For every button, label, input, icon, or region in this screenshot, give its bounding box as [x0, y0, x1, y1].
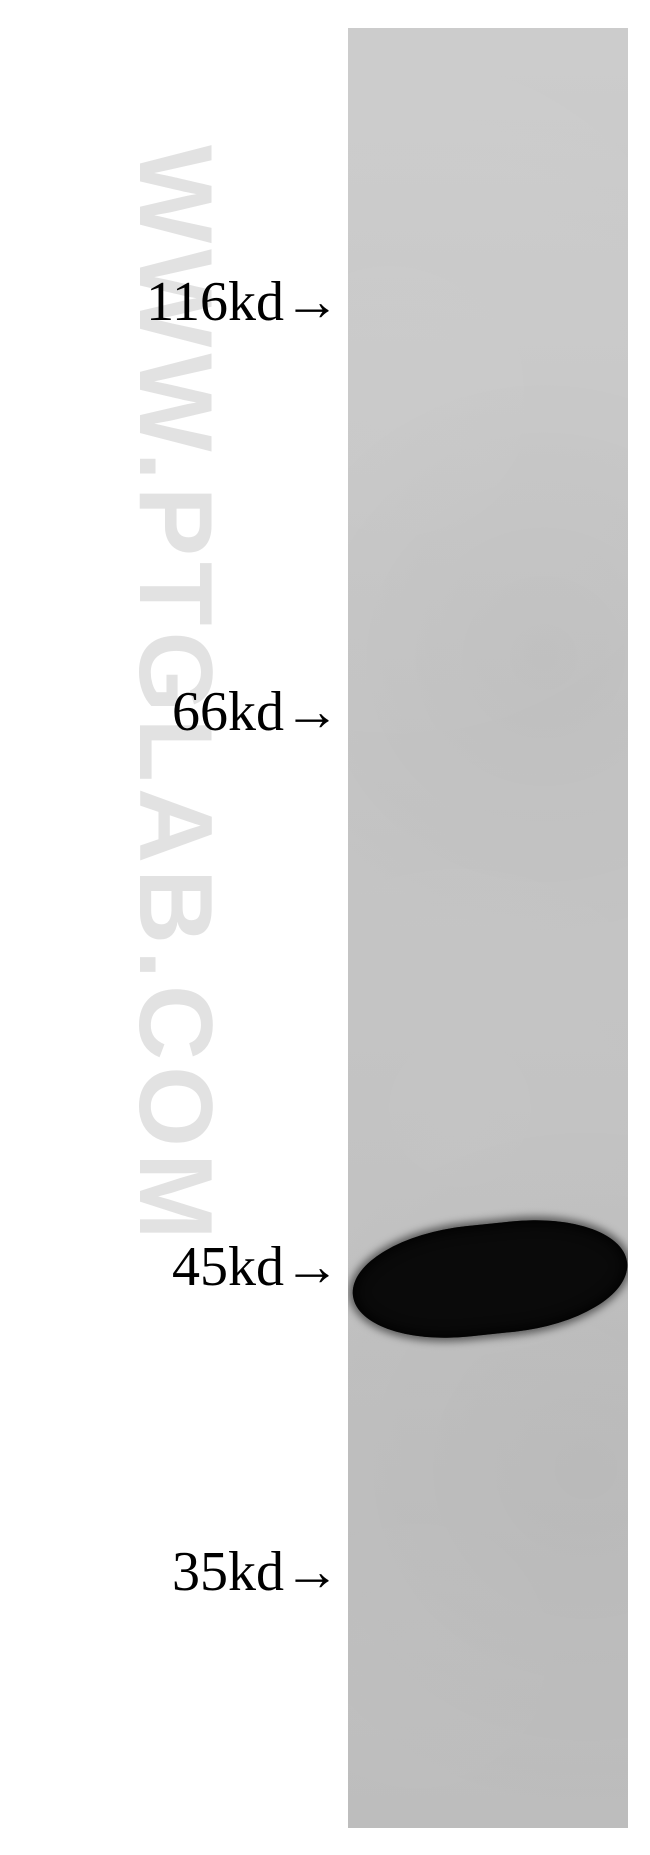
- lane-noise: [348, 28, 628, 1828]
- blot-lane: [348, 28, 628, 1828]
- arrow-right-icon: →: [284, 271, 340, 333]
- marker-label-116kd: 116kd→: [146, 270, 340, 334]
- marker-text: 35kd: [172, 1541, 284, 1603]
- marker-text: 66kd: [172, 681, 284, 743]
- marker-text: 45kd: [172, 1236, 284, 1298]
- arrow-right-icon: →: [284, 1236, 340, 1298]
- arrow-right-icon: →: [284, 1541, 340, 1603]
- arrow-right-icon: →: [284, 681, 340, 743]
- marker-label-45kd: 45kd→: [172, 1235, 340, 1299]
- marker-text: 116kd: [146, 271, 284, 333]
- western-blot-figure: WWW.PTGLAB.COM 116kd→66kd→45kd→35kd→: [0, 0, 650, 1855]
- marker-label-35kd: 35kd→: [172, 1540, 340, 1604]
- marker-label-66kd: 66kd→: [172, 680, 340, 744]
